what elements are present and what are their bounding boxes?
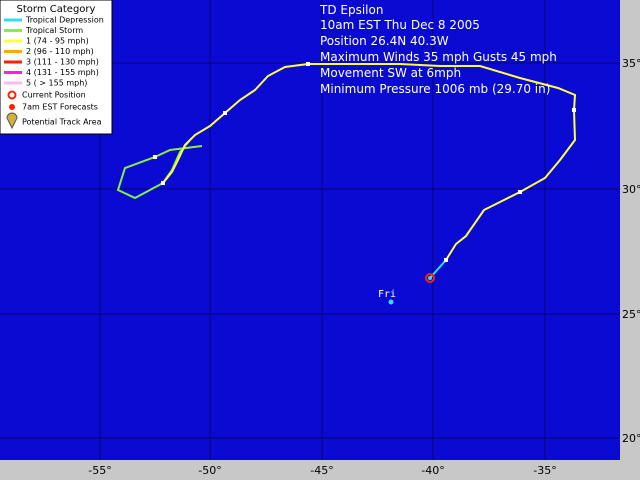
storm-icon [425,273,435,283]
legend-title: Storm Category [17,4,96,15]
legend-icon [9,104,15,110]
legend: Storm Category Tropical DepressionTropic… [0,0,113,135]
lat-label: 20° [622,432,640,445]
info-line: 10am EST Thu Dec 8 2005 [320,18,480,32]
lon-label: -55° [88,464,111,477]
forecast-label: Fri [378,289,396,300]
lat-label: 35° [622,57,640,70]
info-line: Maximum Winds 35 mph Gusts 45 mph [320,50,557,64]
legend-label: 2 (96 - 110 mph) [26,47,94,56]
legend-label: Tropical Storm [25,26,83,35]
track-point [572,108,576,112]
legend-box [0,0,113,135]
current-position [425,273,435,283]
legend-label: 1 (74 - 95 mph) [26,37,89,46]
past-track-ts [116,139,203,200]
lat-labels: 35° 30° 25° 20° [622,57,640,445]
info-block: TD Epsilon 10am EST Thu Dec 8 2005 Posit… [319,3,557,96]
legend-label: 7am EST Forecasts [22,103,98,112]
lon-labels: -55° -50° -45° -40° -35° [88,464,556,477]
track-point [444,258,448,262]
track-points [153,62,576,262]
lon-label: -40° [421,464,444,477]
storm-icon-core [428,276,432,280]
lon-label: -50° [198,464,221,477]
lon-label: -45° [310,464,333,477]
past-track-cat1 [162,63,577,261]
track-point [518,190,522,194]
info-line: TD Epsilon [319,3,383,17]
legend-label: 4 (131 - 155 mph) [26,68,99,77]
lat-label: 30° [622,183,640,196]
track-point [223,111,227,115]
forecast-point [388,299,394,305]
info-line: Movement SW at 6mph [320,66,461,80]
legend-label: 5 ( > 155 mph) [26,79,87,88]
legend-label: 3 (111 - 130 mph) [26,58,99,67]
lat-label: 25° [622,308,640,321]
track-point [306,62,310,66]
legend-icon [6,112,18,130]
info-line: Position 26.4N 40.3W [320,34,449,48]
track-point [153,155,157,159]
legend-label: Current Position [22,91,86,100]
legend-label: Tropical Depression [25,16,104,25]
track-point [161,181,165,185]
legend-label: Potential Track Area [22,118,102,127]
legend-icon [7,90,17,100]
info-line: Minimum Pressure 1006 mb (29.70 in) [320,82,550,96]
lon-label: -35° [533,464,556,477]
